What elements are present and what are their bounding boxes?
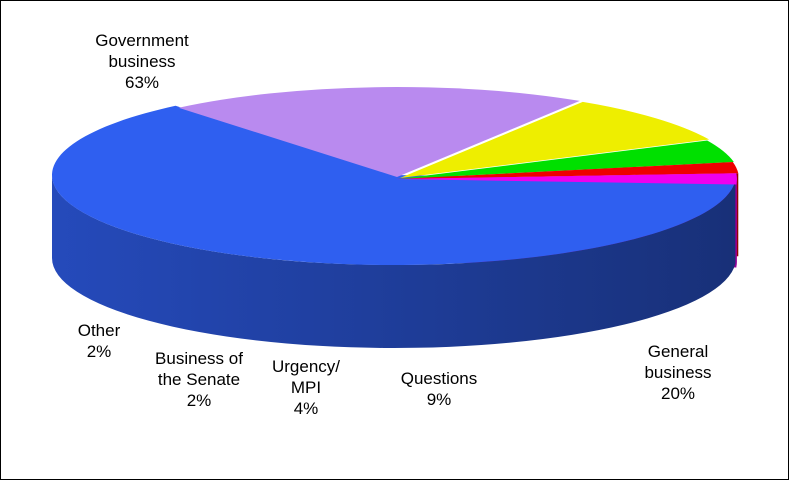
- urgency-mpi-slice: [398, 140, 734, 179]
- label-urgency-mpi: Urgency/MPI 4%: [272, 357, 340, 418]
- other-side: [736, 179, 737, 268]
- label-government-business: Government business 63%: [95, 31, 189, 92]
- slice-labels: Government business 63% General business 20% Q…: [78, 31, 712, 418]
- business-of-the-senate-slice: [397, 161, 739, 179]
- label-general-business: General business 20%: [644, 342, 711, 403]
- other-slice: [395, 173, 737, 185]
- pie-tops: [51, 87, 739, 265]
- label-questions: Questions 9%: [401, 369, 478, 409]
- label-business-of-the-senate: Business of the Senate 2%: [155, 349, 243, 410]
- label-other: Other 2%: [78, 321, 121, 361]
- general-business-slice: [178, 87, 580, 177]
- government-business-slice: [51, 105, 736, 265]
- questions-slice: [400, 101, 710, 178]
- government-business-side: [52, 175, 736, 348]
